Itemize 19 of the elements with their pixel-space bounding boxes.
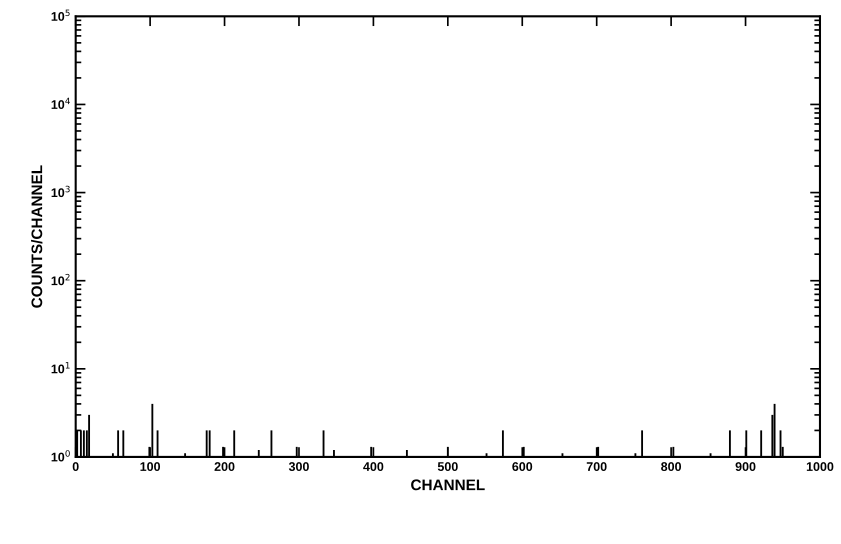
x-tick-label: 600: [512, 462, 532, 472]
y-tick-label: 10$^{1}$: [52, 362, 70, 374]
x-tick-label: 500: [438, 462, 458, 472]
x-tick-label: 800: [661, 462, 682, 472]
x-tick-label: 900: [736, 462, 756, 472]
x-tick-label: 0: [72, 462, 79, 472]
y-tick-label: 10$^{5}$: [52, 10, 70, 21]
y-tick-label: 10$^{0}$: [52, 450, 70, 462]
x-tick-label: 700: [586, 462, 607, 472]
y-tick-label: 10$^{2}$: [52, 274, 70, 286]
x-tick-label: 200: [214, 462, 234, 472]
x-tick-label: 400: [363, 462, 384, 472]
x-tick-label: 1000: [806, 462, 834, 472]
y-tick-label: 10$^{3}$: [52, 186, 70, 198]
x-axis-title: CHANNEL: [411, 479, 485, 490]
x-tick-label: 300: [288, 462, 309, 472]
y-tick-label: 10$^{4}$: [52, 98, 70, 110]
y-axis-title: COUNTS/CHANNEL: [31, 165, 42, 308]
x-tick-label: 100: [140, 462, 160, 472]
